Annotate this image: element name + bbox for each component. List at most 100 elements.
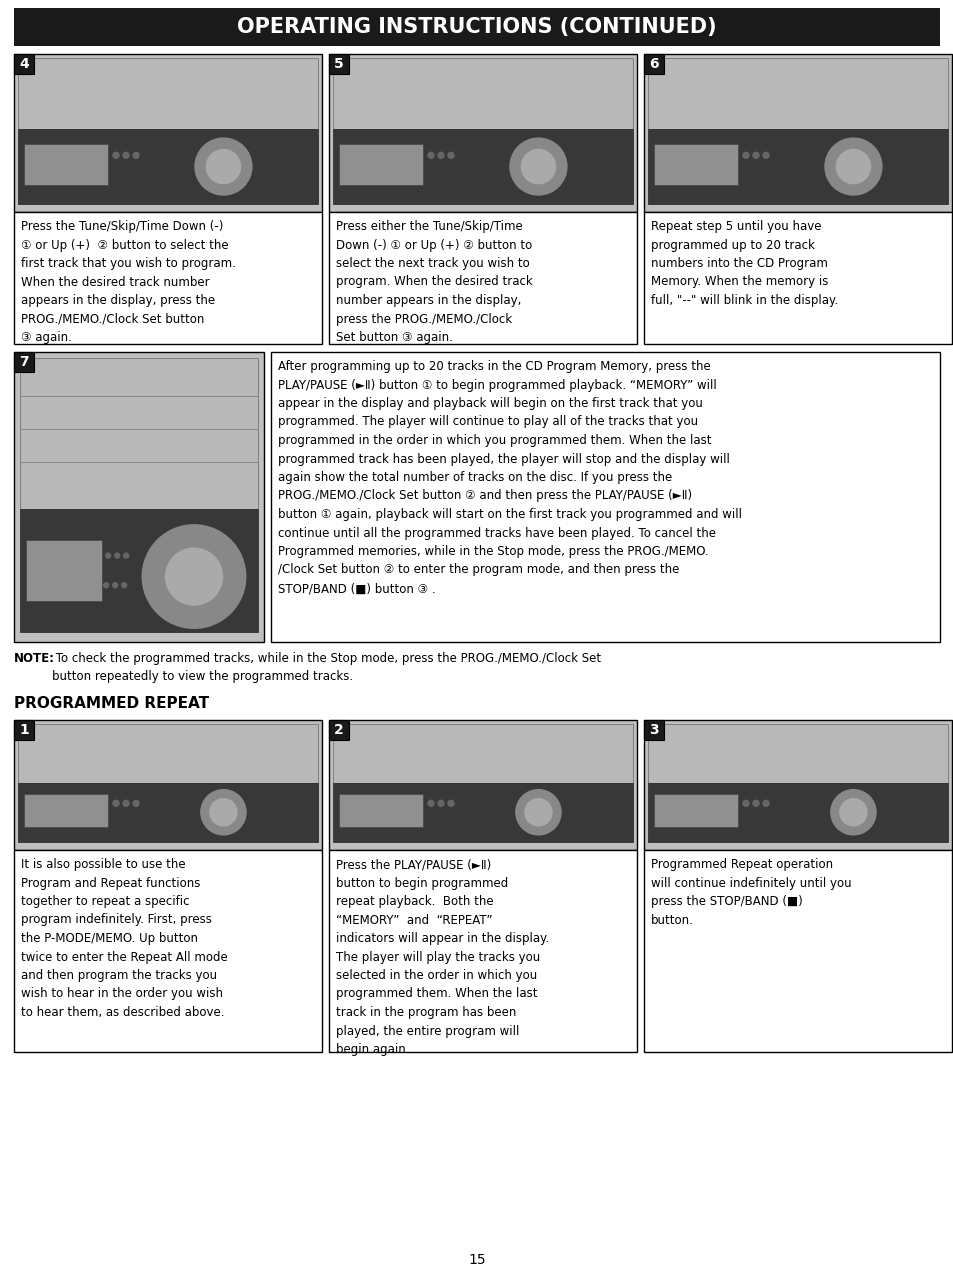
- Bar: [24, 795, 108, 827]
- Circle shape: [839, 799, 866, 826]
- Text: Programmed Repeat operation
will continue indefinitely until you
press the STOP/: Programmed Repeat operation will continu…: [650, 859, 851, 926]
- Bar: [18, 724, 317, 782]
- Circle shape: [510, 139, 566, 195]
- Circle shape: [123, 800, 129, 806]
- Bar: [654, 144, 738, 186]
- Bar: [333, 59, 633, 128]
- Bar: [14, 850, 322, 1052]
- Circle shape: [112, 153, 119, 158]
- Circle shape: [104, 583, 109, 588]
- Text: 7: 7: [19, 355, 29, 369]
- Bar: [20, 509, 257, 632]
- Bar: [329, 850, 637, 1052]
- Circle shape: [521, 150, 555, 183]
- Bar: [14, 352, 34, 371]
- Bar: [647, 724, 947, 782]
- Circle shape: [112, 583, 117, 588]
- Circle shape: [122, 583, 127, 588]
- Bar: [14, 352, 264, 642]
- Bar: [329, 53, 349, 74]
- Circle shape: [830, 790, 875, 834]
- Circle shape: [124, 553, 129, 558]
- Circle shape: [114, 553, 119, 558]
- Circle shape: [194, 139, 252, 195]
- Circle shape: [437, 800, 443, 806]
- Bar: [647, 782, 947, 842]
- Bar: [643, 53, 951, 212]
- Circle shape: [112, 800, 119, 806]
- Text: 6: 6: [648, 57, 659, 71]
- Circle shape: [448, 800, 454, 806]
- Text: PROGRAMMED REPEAT: PROGRAMMED REPEAT: [14, 696, 209, 711]
- Bar: [14, 53, 34, 74]
- Circle shape: [448, 153, 454, 158]
- Circle shape: [824, 139, 881, 195]
- Circle shape: [106, 553, 111, 558]
- Bar: [329, 212, 637, 343]
- Text: To check the programmed tracks, while in the Stop mode, press the PROG./MEMO./Cl: To check the programmed tracks, while in…: [52, 653, 600, 683]
- Bar: [338, 795, 422, 827]
- Bar: [333, 782, 633, 842]
- Bar: [26, 539, 102, 602]
- Circle shape: [524, 799, 552, 826]
- Bar: [14, 720, 34, 740]
- Bar: [18, 59, 317, 128]
- Circle shape: [836, 150, 869, 183]
- Circle shape: [210, 799, 236, 826]
- Circle shape: [762, 153, 768, 158]
- Bar: [18, 782, 317, 842]
- Bar: [647, 128, 947, 204]
- Text: 15: 15: [468, 1253, 485, 1267]
- Text: 3: 3: [648, 722, 659, 736]
- Bar: [643, 53, 663, 74]
- Circle shape: [132, 800, 139, 806]
- Text: Repeat step 5 until you have
programmed up to 20 track
numbers into the CD Progr: Repeat step 5 until you have programmed …: [650, 220, 838, 307]
- Circle shape: [428, 153, 434, 158]
- Bar: [18, 128, 317, 204]
- Text: It is also possible to use the
Program and Repeat functions
together to repeat a: It is also possible to use the Program a…: [21, 859, 228, 1019]
- Bar: [643, 850, 951, 1052]
- Circle shape: [166, 548, 222, 605]
- Bar: [271, 352, 939, 642]
- Circle shape: [742, 153, 748, 158]
- Circle shape: [206, 150, 240, 183]
- Bar: [329, 720, 349, 740]
- Bar: [643, 720, 951, 850]
- Circle shape: [516, 790, 560, 834]
- Circle shape: [123, 153, 129, 158]
- Text: 2: 2: [334, 722, 343, 736]
- Text: Press the PLAY/PAUSE (►Ⅱ)
button to begin programmed
repeat playback.  Both the
: Press the PLAY/PAUSE (►Ⅱ) button to begi…: [335, 859, 549, 1056]
- Circle shape: [437, 153, 443, 158]
- Circle shape: [752, 800, 759, 806]
- Bar: [643, 720, 663, 740]
- Text: Press the Tune/Skip/Time Down (-)
① or Up (+)  ② button to select the
first trac: Press the Tune/Skip/Time Down (-) ① or U…: [21, 220, 235, 343]
- Circle shape: [132, 153, 139, 158]
- Text: Press either the Tune/Skip/Time
Down (-) ① or Up (+) ② button to
select the next: Press either the Tune/Skip/Time Down (-)…: [335, 220, 532, 343]
- Bar: [654, 795, 738, 827]
- Bar: [338, 144, 422, 186]
- Bar: [333, 724, 633, 782]
- Circle shape: [201, 790, 246, 834]
- Bar: [14, 212, 322, 343]
- Bar: [14, 8, 939, 46]
- Bar: [20, 357, 257, 509]
- Circle shape: [742, 800, 748, 806]
- Bar: [333, 128, 633, 204]
- Text: NOTE:: NOTE:: [14, 653, 55, 665]
- Bar: [14, 720, 322, 850]
- Bar: [643, 212, 951, 343]
- Bar: [329, 720, 637, 850]
- Bar: [647, 59, 947, 128]
- Circle shape: [762, 800, 768, 806]
- Circle shape: [142, 525, 246, 628]
- Text: 4: 4: [19, 57, 29, 71]
- Text: 1: 1: [19, 722, 29, 736]
- Bar: [24, 144, 108, 186]
- Circle shape: [428, 800, 434, 806]
- Text: OPERATING INSTRUCTIONS (CONTINUED): OPERATING INSTRUCTIONS (CONTINUED): [237, 17, 716, 37]
- Text: After programming up to 20 tracks in the CD Program Memory, press the
PLAY/PAUSE: After programming up to 20 tracks in the…: [277, 360, 741, 595]
- Text: 5: 5: [334, 57, 343, 71]
- Bar: [14, 53, 322, 212]
- Bar: [329, 53, 637, 212]
- Circle shape: [752, 153, 759, 158]
